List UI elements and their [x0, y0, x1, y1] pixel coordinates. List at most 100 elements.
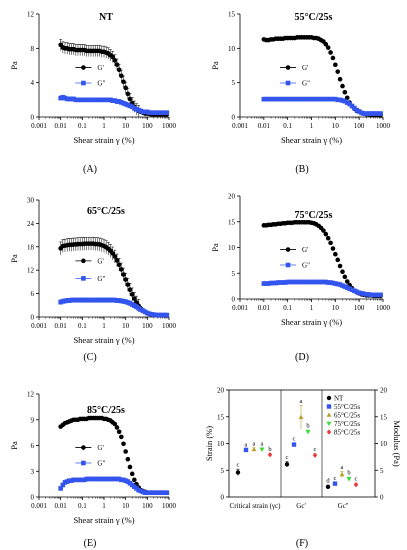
data-point [114, 425, 120, 430]
legend-marker [81, 276, 86, 281]
data-point [284, 462, 290, 467]
data-point [368, 292, 374, 298]
data-point [325, 235, 331, 241]
legend-label: G" [302, 262, 310, 270]
data-point [340, 83, 345, 89]
data-point [332, 481, 338, 486]
data-point [297, 279, 302, 285]
y-tick-label: 10 [228, 244, 236, 252]
x-tick-label: 100 [354, 122, 365, 130]
significance-letter: c [355, 476, 358, 483]
data-point [333, 251, 338, 257]
x-tick-label: 0.1 [283, 304, 292, 312]
panel-title: 55°C/25s [295, 12, 333, 23]
x-tick-label: 0.001 [232, 304, 248, 312]
data-point [127, 464, 133, 470]
data-point [323, 41, 329, 47]
legend-label: 75°C/25s [334, 420, 360, 428]
data-point [263, 281, 269, 286]
data-point [339, 471, 345, 477]
data-point [261, 96, 267, 102]
data-point [306, 279, 312, 285]
x-tick-label: 100 [142, 322, 153, 330]
y-tick-label: 4 [31, 79, 35, 87]
y-axis-label: Pa [210, 61, 220, 70]
data-point [371, 292, 376, 298]
data-point [373, 111, 379, 116]
data-point [304, 96, 310, 102]
x-tick-label: 100 [142, 122, 153, 130]
x-tick-label: 1000 [162, 122, 177, 130]
data-point [294, 96, 300, 102]
data-point [371, 111, 376, 116]
y-tick-label: 8 [31, 45, 35, 53]
group-label: Gc' [296, 502, 305, 510]
panel-title: 85°C/25s [87, 405, 125, 416]
x-tick-label: 0.1 [78, 122, 87, 130]
data-point [114, 258, 120, 263]
data-point [375, 292, 381, 298]
x-tick-label: 0.001 [232, 122, 248, 130]
y-tick-label: 0 [31, 494, 35, 502]
data-point [273, 96, 279, 102]
data-point [125, 91, 131, 97]
legend-label: G" [97, 460, 105, 468]
series-g-double-prime [58, 94, 170, 116]
legend-marker [81, 65, 86, 70]
y-tick-label: 20 [228, 193, 236, 201]
data-point [316, 279, 321, 285]
data-point [285, 96, 290, 102]
chart-panel-c: 0.001 0.01 0.1 1 10 100 1000 0 6 12 18 24 30 Pa Shear … [9, 197, 177, 364]
data-point [112, 254, 118, 259]
data-point [325, 96, 331, 102]
data-point [302, 96, 307, 102]
data-point [290, 96, 295, 102]
legend-marker [81, 258, 86, 264]
significance-letter: a [245, 441, 248, 448]
x-tick-label: 10 [122, 122, 130, 130]
data-point [344, 100, 350, 105]
data-point [359, 291, 364, 296]
significance-letter: c [334, 475, 337, 482]
data-point [349, 103, 355, 109]
x-tick-label: 1000 [162, 322, 177, 330]
legend-marker [326, 395, 332, 401]
data-point [280, 280, 286, 285]
data-point [261, 281, 267, 286]
legend-label: G' [97, 444, 103, 452]
significance-letter: d [326, 478, 330, 485]
y2-axis-label: Modulus (Pa) [392, 420, 402, 467]
data-point [342, 274, 348, 280]
x-tick-label: 1000 [376, 122, 391, 130]
y-tick-label: 24 [27, 220, 35, 228]
data-point [243, 447, 249, 453]
series-g-double-prime [261, 96, 383, 116]
significance-letter: a [261, 440, 264, 447]
y-axis-label: Strain (%) [204, 426, 214, 461]
panel-title: 75°C/25s [295, 210, 333, 221]
series-g-prime [261, 219, 383, 299]
data-point [342, 284, 348, 289]
data-point [323, 279, 329, 285]
data-point [112, 421, 118, 427]
legend-marker [285, 65, 291, 70]
data-point [278, 96, 283, 102]
y-tick-label: 18 [27, 243, 35, 251]
series-g-prime [58, 415, 170, 496]
series-nt: c c d [235, 454, 330, 490]
data-point [340, 283, 345, 288]
y-tick-label: 12 [27, 11, 35, 19]
data-point [292, 279, 298, 285]
significance-letter: b [306, 423, 309, 430]
y-tick-label: 0 [31, 114, 35, 122]
data-point [316, 96, 321, 102]
panel-label: (F) [296, 538, 308, 549]
data-point [342, 98, 348, 104]
data-point [290, 279, 295, 285]
legend-label: G' [302, 246, 308, 254]
x-tick-label: 0.1 [78, 322, 87, 330]
data-point [337, 282, 343, 287]
x-tick-label: 0.001 [31, 322, 47, 330]
data-point [299, 96, 305, 102]
data-point [349, 287, 355, 293]
